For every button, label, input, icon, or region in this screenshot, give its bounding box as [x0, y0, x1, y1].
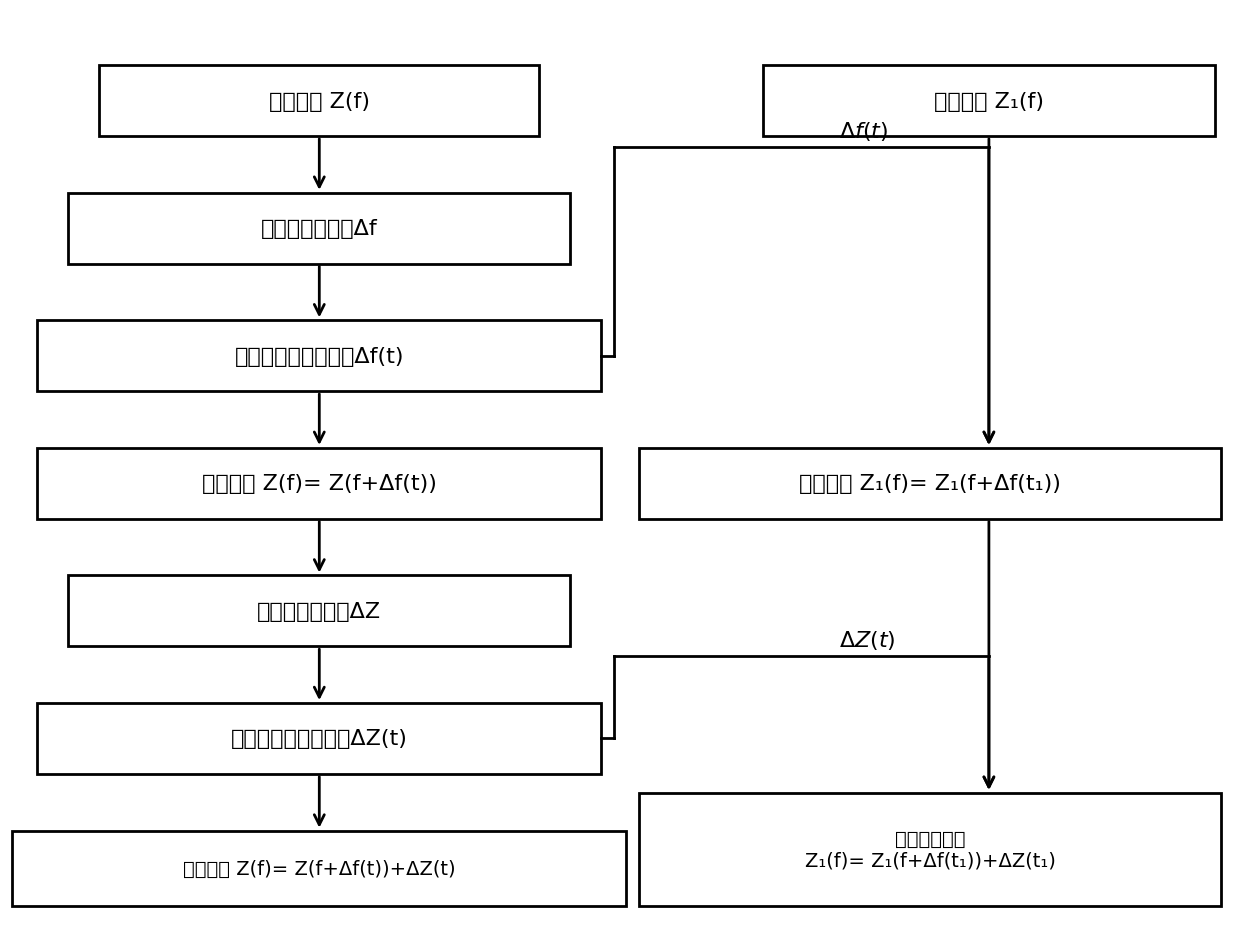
Text: $\Delta f(t)$: $\Delta f(t)$: [838, 120, 888, 143]
Text: 频率补偿 Z(f)= Z(f+Δf(t)): 频率补偿 Z(f)= Z(f+Δf(t)): [202, 474, 436, 494]
Text: 阻抗幅值补偿
Z₁(f)= Z₁(f+Δf(t₁))+ΔZ(t₁): 阻抗幅值补偿 Z₁(f)= Z₁(f+Δf(t₁))+ΔZ(t₁): [805, 829, 1055, 870]
Text: 频率补偿量拟合曲线Δf(t): 频率补偿量拟合曲线Δf(t): [234, 346, 404, 366]
Text: 计算频率补偿量Δf: 计算频率补偿量Δf: [260, 219, 378, 239]
FancyBboxPatch shape: [37, 703, 601, 774]
FancyBboxPatch shape: [99, 66, 539, 137]
Text: 阻抗补偿 Z(f)= Z(f+Δf(t))+ΔZ(t): 阻抗补偿 Z(f)= Z(f+Δf(t))+ΔZ(t): [184, 859, 455, 878]
FancyBboxPatch shape: [37, 321, 601, 392]
FancyBboxPatch shape: [763, 66, 1215, 137]
Text: $\Delta Z(t)$: $\Delta Z(t)$: [838, 629, 895, 651]
FancyBboxPatch shape: [12, 831, 626, 906]
Text: 阻抗补偿量拟合曲线ΔZ(t): 阻抗补偿量拟合曲线ΔZ(t): [231, 729, 408, 749]
Text: 频率补偿 Z₁(f)= Z₁(f+Δf(t₁)): 频率补偿 Z₁(f)= Z₁(f+Δf(t₁)): [799, 474, 1061, 494]
FancyBboxPatch shape: [68, 194, 570, 264]
Text: 计算阻抗补偿量ΔZ: 计算阻抗补偿量ΔZ: [257, 601, 382, 621]
FancyBboxPatch shape: [68, 576, 570, 647]
Text: 监测信号 Z₁(f): 监测信号 Z₁(f): [934, 92, 1044, 111]
FancyBboxPatch shape: [639, 793, 1221, 906]
Text: 基准信号 Z(f): 基准信号 Z(f): [269, 92, 370, 111]
FancyBboxPatch shape: [639, 448, 1221, 519]
FancyBboxPatch shape: [37, 448, 601, 519]
